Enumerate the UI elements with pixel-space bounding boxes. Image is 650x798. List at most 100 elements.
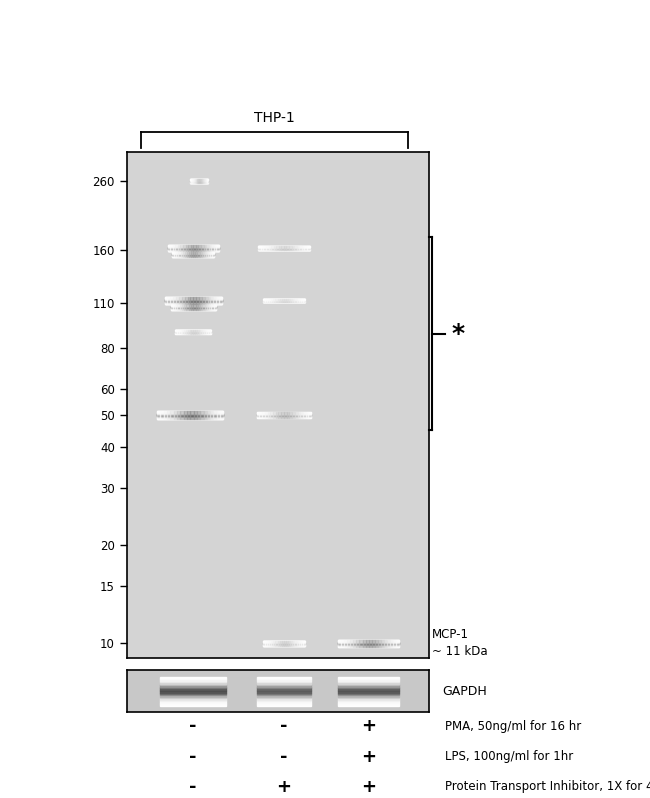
Bar <box>160 688 226 689</box>
Bar <box>177 304 179 310</box>
Bar <box>257 697 311 698</box>
Bar <box>180 411 183 419</box>
Bar <box>257 685 311 687</box>
Bar <box>203 411 207 419</box>
Bar <box>270 413 273 417</box>
Bar <box>200 330 202 334</box>
Bar <box>161 411 164 419</box>
Bar <box>390 640 393 647</box>
Bar <box>203 179 204 184</box>
Bar <box>191 304 193 310</box>
Bar <box>263 641 265 646</box>
Bar <box>289 413 292 417</box>
Bar <box>160 698 226 700</box>
Bar <box>339 694 399 695</box>
Bar <box>199 330 200 334</box>
Bar <box>182 304 184 310</box>
Bar <box>193 330 195 334</box>
Bar <box>176 245 178 251</box>
Bar <box>192 179 193 184</box>
Bar <box>172 252 174 257</box>
Bar <box>284 246 287 251</box>
Bar <box>164 297 168 304</box>
Bar <box>387 640 390 647</box>
Bar <box>183 330 184 334</box>
Bar <box>257 684 311 685</box>
Text: +: + <box>361 778 376 796</box>
Bar <box>257 677 311 678</box>
Bar <box>257 693 311 694</box>
Bar <box>384 640 387 647</box>
Bar <box>206 330 208 334</box>
Bar <box>204 252 206 257</box>
Bar <box>190 297 193 304</box>
Bar <box>213 297 216 304</box>
Bar <box>303 413 306 417</box>
Bar <box>197 330 199 334</box>
Bar <box>206 245 209 251</box>
Bar <box>271 298 274 302</box>
Bar <box>179 304 182 310</box>
Bar <box>369 640 372 647</box>
Bar <box>274 298 276 302</box>
Text: +: + <box>361 748 376 765</box>
Bar <box>306 413 308 417</box>
Bar <box>200 304 202 310</box>
Bar <box>181 330 183 334</box>
Bar <box>284 298 286 302</box>
Bar <box>160 677 226 678</box>
Bar <box>339 701 399 703</box>
Bar <box>160 695 226 697</box>
Bar <box>257 695 311 697</box>
Bar <box>190 330 192 334</box>
Bar <box>202 330 204 334</box>
Bar <box>257 678 311 679</box>
Bar <box>274 246 276 251</box>
Bar <box>374 640 378 647</box>
Bar <box>219 297 222 304</box>
Bar <box>339 640 341 647</box>
Bar <box>339 697 399 698</box>
Bar <box>202 304 205 310</box>
Bar <box>200 252 201 257</box>
Text: GAPDH: GAPDH <box>442 685 487 697</box>
Bar <box>187 252 189 257</box>
Bar <box>183 245 185 251</box>
Bar <box>176 252 179 257</box>
Bar <box>198 304 200 310</box>
Bar <box>200 411 203 419</box>
Bar <box>183 411 187 419</box>
Bar <box>396 640 399 647</box>
Bar <box>339 681 399 682</box>
Bar <box>160 689 226 691</box>
Bar <box>267 641 269 646</box>
Bar <box>296 298 299 302</box>
Bar <box>170 411 174 419</box>
Text: PMA, 50ng/ml for 16 hr: PMA, 50ng/ml for 16 hr <box>445 720 582 733</box>
Bar <box>160 682 226 684</box>
Bar <box>282 298 284 302</box>
Bar <box>185 297 187 304</box>
Bar <box>257 682 311 684</box>
Bar <box>288 641 291 646</box>
Bar <box>198 252 200 257</box>
Bar <box>177 411 180 419</box>
Bar <box>196 304 198 310</box>
Bar <box>206 252 208 257</box>
Bar <box>356 640 359 647</box>
Bar <box>160 700 226 701</box>
Bar <box>301 641 303 646</box>
Bar <box>167 411 170 419</box>
Bar <box>269 298 271 302</box>
Bar <box>347 640 350 647</box>
Bar <box>220 411 224 419</box>
Bar <box>195 179 196 184</box>
Bar <box>164 411 167 419</box>
Bar <box>209 330 211 334</box>
Bar <box>287 246 289 251</box>
Bar <box>201 245 203 251</box>
Bar <box>174 411 177 419</box>
Bar <box>173 304 175 310</box>
Bar <box>274 641 276 646</box>
Bar <box>307 246 309 251</box>
